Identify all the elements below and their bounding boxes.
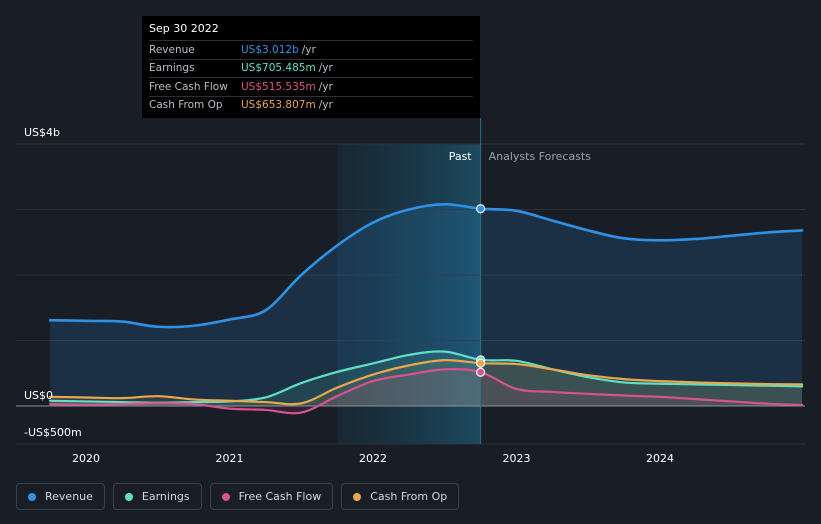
series-markers <box>476 204 486 377</box>
past-highlight-band <box>337 144 481 444</box>
legend-label: Earnings <box>141 490 190 503</box>
legend-item-cash-from-op[interactable]: Cash From Op <box>341 483 460 510</box>
y-tick-label: -US$500m <box>24 426 82 439</box>
chart-legend: Revenue Earnings Free Cash Flow Cash Fro… <box>16 483 460 510</box>
y-tick-label: US$4b <box>24 126 60 139</box>
legend-dot-icon <box>221 492 230 501</box>
tooltip-value: US$515.535m <box>241 80 316 93</box>
x-tick-label: 2020 <box>72 452 100 465</box>
tooltip-label: Free Cash Flow <box>149 80 228 93</box>
area-revenue <box>50 204 803 406</box>
tooltip-row-earnings: Earnings US$705.485m /yr <box>149 58 473 78</box>
data-tooltip: Sep 30 2022 Revenue US$3.012b /yr Earnin… <box>142 16 480 118</box>
legend-item-revenue[interactable]: Revenue <box>16 483 105 510</box>
y-tick-label: US$0 <box>24 389 53 402</box>
forecast-label: Analysts Forecasts <box>489 150 592 163</box>
marker-free-cash-flow <box>476 367 486 377</box>
line-cash-from-op <box>49 359 804 406</box>
x-tick-label: 2023 <box>503 452 531 465</box>
series-lines <box>48 202 804 415</box>
tooltip-row-cash-from-op: Cash From Op US$653.807m /yr <box>149 95 473 115</box>
tooltip-date: Sep 30 2022 <box>149 22 219 35</box>
legend-dot-icon <box>28 492 36 501</box>
legend-dot-icon <box>124 492 133 501</box>
x-tick-label: 2021 <box>216 452 244 465</box>
legend-label: Revenue <box>45 490 93 503</box>
legend-item-earnings[interactable]: Earnings <box>112 483 202 510</box>
legend-label: Free Cash Flow <box>238 490 322 503</box>
tooltip-unit: /yr <box>301 43 316 56</box>
marker-cash-from-op <box>476 358 486 368</box>
tooltip-label: Revenue <box>149 43 195 56</box>
line-free-cash-flow <box>49 368 804 415</box>
highlight-rect <box>337 144 481 444</box>
marker-revenue <box>476 204 486 214</box>
area-earnings <box>50 351 803 406</box>
legend-label: Cash From Op <box>370 490 448 503</box>
tooltip-value: US$705.485m <box>241 62 316 75</box>
tooltip-row-revenue: Revenue US$3.012b /yr <box>149 40 473 59</box>
line-revenue <box>48 202 804 329</box>
tooltip-unit: /yr <box>318 62 333 75</box>
tooltip-row-free-cash-flow: Free Cash Flow US$515.535m /yr <box>149 77 473 96</box>
axis-labels: Past Analysts Forecasts US$4b US$0 -US$500m 2… <box>24 126 674 465</box>
tooltip-unit: /yr <box>318 99 333 112</box>
x-tick-label: 2022 <box>359 452 387 465</box>
x-tick-label: 2024 <box>646 452 674 465</box>
tooltip-unit: /yr <box>318 80 333 93</box>
tooltip-value: US$3.012b <box>241 43 299 56</box>
tooltip-label: Cash From Op <box>149 99 223 112</box>
legend-dot-icon <box>353 492 362 501</box>
tooltip-value: US$653.807m <box>241 99 316 112</box>
legend-item-free-cash-flow[interactable]: Free Cash Flow <box>209 483 334 510</box>
tooltip-label: Earnings <box>149 62 195 75</box>
past-label: Past <box>449 150 473 163</box>
area-free-cash-flow <box>50 369 803 414</box>
